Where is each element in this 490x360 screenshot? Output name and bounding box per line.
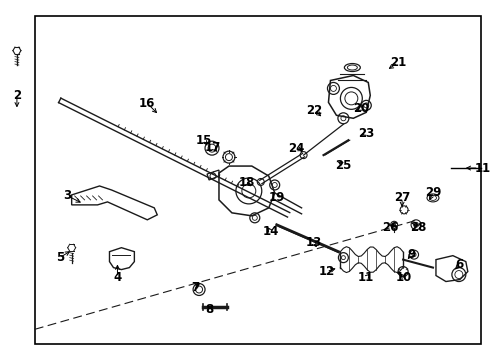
Text: 17: 17 bbox=[205, 141, 221, 154]
Text: 13: 13 bbox=[305, 236, 321, 249]
Text: 2: 2 bbox=[13, 89, 21, 102]
Text: 20: 20 bbox=[353, 102, 369, 115]
Text: 8: 8 bbox=[205, 303, 213, 316]
Text: 16: 16 bbox=[139, 97, 155, 110]
Text: 1: 1 bbox=[475, 162, 483, 175]
Text: 1: 1 bbox=[482, 162, 490, 175]
Text: 19: 19 bbox=[269, 192, 285, 204]
Text: 12: 12 bbox=[318, 265, 335, 278]
Text: 6: 6 bbox=[456, 258, 464, 271]
Text: 14: 14 bbox=[263, 225, 279, 238]
Text: 21: 21 bbox=[390, 56, 406, 69]
Text: 3: 3 bbox=[64, 189, 72, 202]
Text: 7: 7 bbox=[191, 281, 199, 294]
Text: 25: 25 bbox=[335, 158, 352, 172]
Text: 23: 23 bbox=[358, 127, 374, 140]
Text: 11: 11 bbox=[358, 271, 374, 284]
Text: 22: 22 bbox=[306, 104, 322, 117]
Text: 29: 29 bbox=[425, 186, 441, 199]
Text: 9: 9 bbox=[407, 248, 415, 261]
Text: 4: 4 bbox=[113, 271, 122, 284]
Text: 15: 15 bbox=[196, 134, 212, 147]
Text: 18: 18 bbox=[239, 176, 255, 189]
Text: 28: 28 bbox=[410, 221, 426, 234]
Text: 27: 27 bbox=[394, 192, 410, 204]
Text: 24: 24 bbox=[289, 141, 305, 155]
Text: 10: 10 bbox=[396, 271, 412, 284]
Text: 26: 26 bbox=[382, 221, 398, 234]
Text: 5: 5 bbox=[55, 251, 64, 264]
